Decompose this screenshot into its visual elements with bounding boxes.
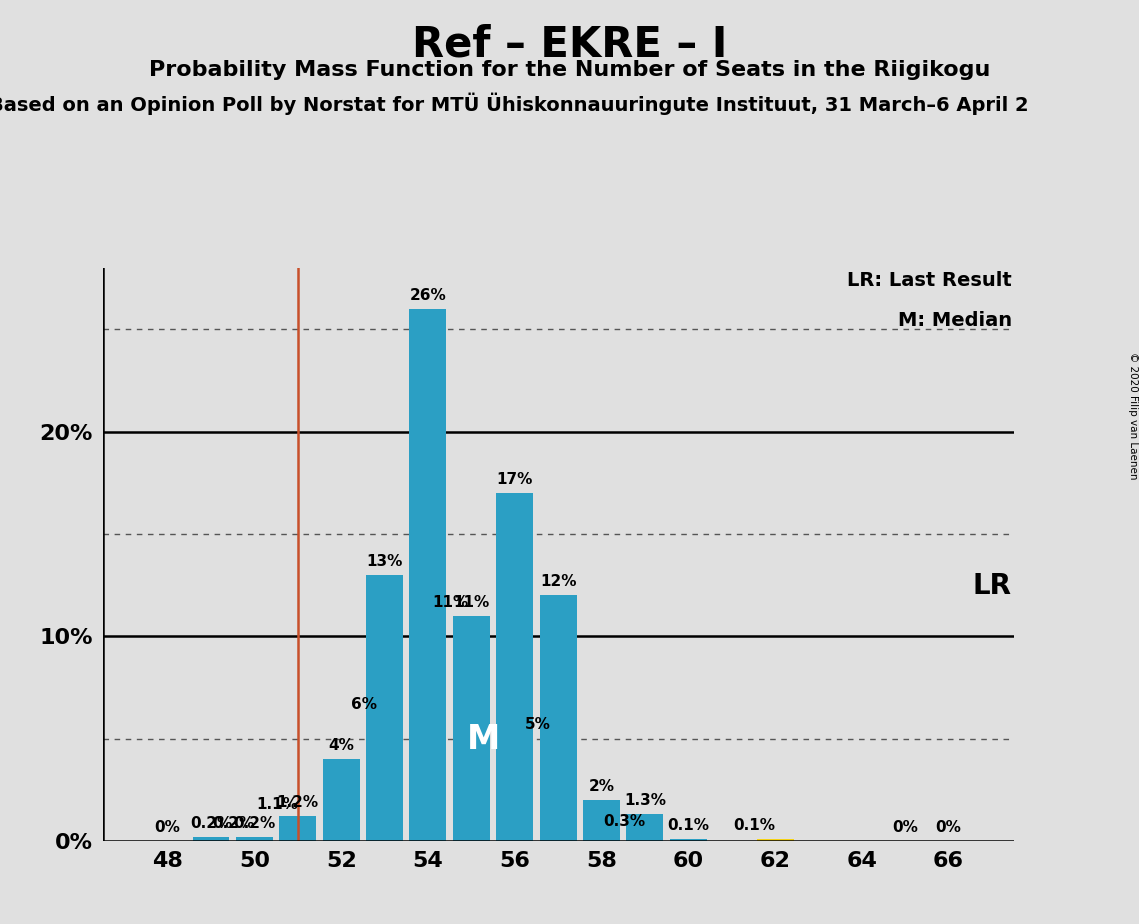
Text: 6%: 6% <box>351 697 377 712</box>
Text: 4%: 4% <box>328 738 354 753</box>
Bar <box>279 816 317 841</box>
Text: 0%: 0% <box>155 820 181 834</box>
Text: 0%: 0% <box>892 820 918 834</box>
Text: Ref – EKRE – I: Ref – EKRE – I <box>412 23 727 65</box>
Bar <box>453 615 490 841</box>
Text: 1.3%: 1.3% <box>624 793 666 808</box>
Text: 0%: 0% <box>935 820 961 834</box>
Text: 11%: 11% <box>453 595 490 610</box>
Text: 0.1%: 0.1% <box>734 818 776 833</box>
Text: 1.1%: 1.1% <box>256 797 298 812</box>
Text: © 2020 Filip van Laenen: © 2020 Filip van Laenen <box>1128 352 1138 480</box>
Text: 26%: 26% <box>410 287 446 303</box>
Bar <box>540 738 576 841</box>
Bar <box>366 718 403 841</box>
Text: 17%: 17% <box>497 472 533 487</box>
Bar <box>583 800 620 841</box>
Bar <box>540 595 576 841</box>
Text: 12%: 12% <box>540 574 576 590</box>
Text: 0.2%: 0.2% <box>190 816 232 831</box>
Text: LR: LR <box>973 572 1011 600</box>
Bar <box>236 837 273 841</box>
Bar <box>453 615 490 841</box>
Text: 0.3%: 0.3% <box>603 813 645 829</box>
Text: 0.2%: 0.2% <box>233 816 276 831</box>
Bar <box>322 759 360 841</box>
Text: 2%: 2% <box>589 779 615 794</box>
Bar <box>626 834 663 841</box>
Text: 1.2%: 1.2% <box>277 796 319 810</box>
Bar <box>626 814 663 841</box>
Text: 5%: 5% <box>524 717 550 733</box>
Bar <box>192 837 229 841</box>
Text: M: M <box>467 723 500 756</box>
Text: M: Median: M: Median <box>898 310 1011 330</box>
Text: Probability Mass Function for the Number of Seats in the Riigikogu: Probability Mass Function for the Number… <box>149 60 990 80</box>
Text: 0.2%: 0.2% <box>213 816 255 831</box>
Text: 13%: 13% <box>367 553 403 568</box>
Bar <box>279 819 317 841</box>
Text: Based on an Opinion Poll by Norstat for MTÜ Ühiskonnauuringute Instituut, 31 Mar: Based on an Opinion Poll by Norstat for … <box>0 92 1029 115</box>
Bar <box>497 493 533 841</box>
Bar <box>236 837 273 841</box>
Bar <box>756 839 794 841</box>
Text: 0.1%: 0.1% <box>667 818 710 833</box>
Bar <box>410 309 446 841</box>
Bar <box>366 575 403 841</box>
Text: LR: Last Result: LR: Last Result <box>847 271 1011 290</box>
Text: 11%: 11% <box>433 595 468 610</box>
Bar <box>670 839 706 841</box>
